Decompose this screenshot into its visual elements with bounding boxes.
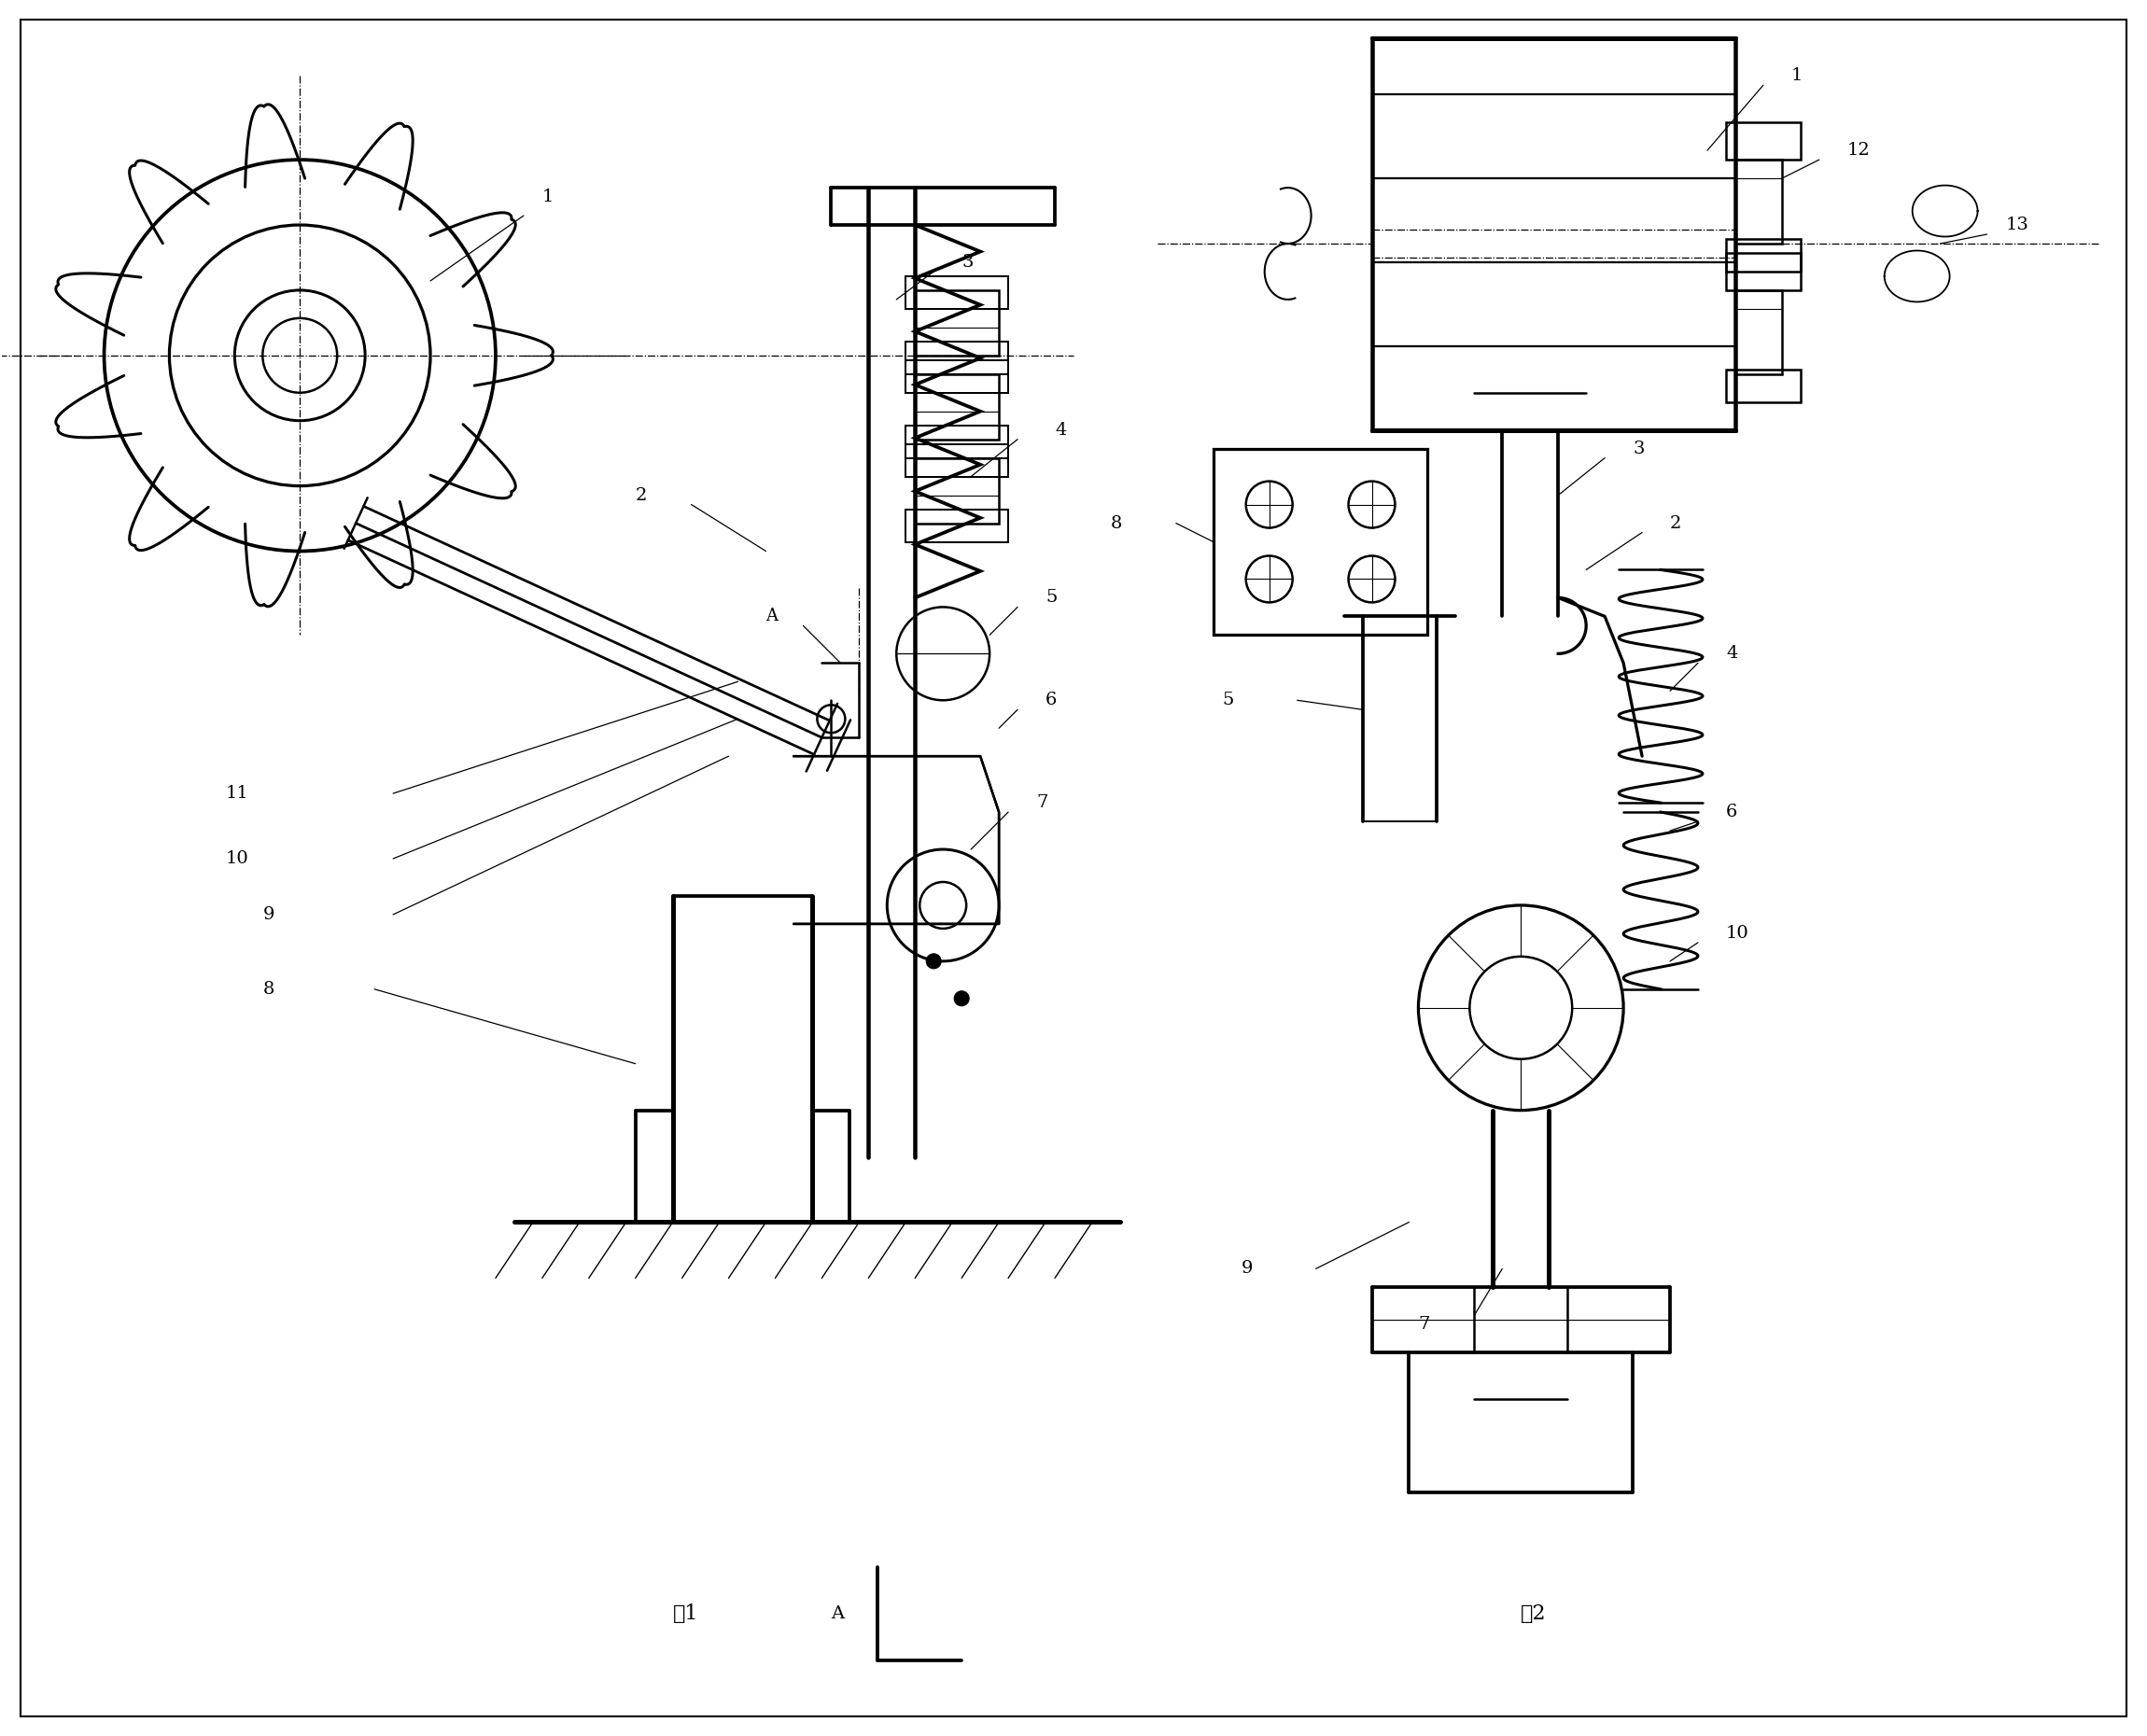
- Text: 图1: 图1: [672, 1604, 698, 1623]
- Polygon shape: [1913, 186, 1977, 236]
- Text: 8: 8: [262, 981, 275, 998]
- Polygon shape: [794, 757, 998, 924]
- Text: 1: 1: [1791, 68, 1803, 85]
- Bar: [906, 425, 1009, 458]
- Bar: [1213, 448, 1428, 635]
- Bar: [915, 373, 998, 439]
- Text: 8: 8: [1110, 516, 1123, 531]
- Text: 7: 7: [1419, 1316, 1430, 1333]
- Circle shape: [953, 991, 968, 1005]
- Bar: [1726, 253, 1801, 290]
- Bar: [915, 290, 998, 356]
- Text: A: A: [766, 608, 777, 625]
- Text: 10: 10: [225, 851, 249, 866]
- Text: 5: 5: [1222, 693, 1235, 708]
- Bar: [1726, 240, 1801, 271]
- Bar: [906, 359, 1009, 392]
- Text: 11: 11: [225, 785, 249, 802]
- Polygon shape: [1885, 250, 1949, 302]
- Text: A: A: [831, 1606, 844, 1621]
- Text: 4: 4: [1054, 422, 1067, 439]
- Text: 5: 5: [1046, 589, 1056, 606]
- Bar: [906, 276, 1009, 309]
- Text: 6: 6: [1046, 693, 1056, 708]
- Bar: [906, 444, 1009, 477]
- Text: 4: 4: [1726, 646, 1737, 661]
- Bar: [915, 458, 998, 523]
- Bar: [1726, 123, 1801, 160]
- Bar: [1726, 370, 1801, 403]
- Bar: [906, 509, 1009, 542]
- Bar: [906, 342, 1009, 373]
- Text: 3: 3: [962, 253, 973, 271]
- Text: 1: 1: [543, 189, 554, 205]
- Text: 9: 9: [1241, 1260, 1254, 1278]
- Text: 10: 10: [1726, 925, 1750, 941]
- Text: 6: 6: [1726, 804, 1737, 821]
- Text: 2: 2: [636, 486, 646, 503]
- Circle shape: [925, 953, 940, 969]
- Text: 3: 3: [1632, 441, 1645, 457]
- Bar: [1735, 160, 1782, 243]
- Text: 2: 2: [1670, 516, 1681, 531]
- Text: 图2: 图2: [1520, 1604, 1546, 1623]
- Bar: [1735, 290, 1782, 373]
- Text: 9: 9: [262, 906, 275, 924]
- Bar: [1372, 38, 1735, 431]
- Text: 13: 13: [2005, 217, 2029, 233]
- Text: 12: 12: [1846, 142, 1870, 158]
- Text: 7: 7: [1037, 795, 1048, 811]
